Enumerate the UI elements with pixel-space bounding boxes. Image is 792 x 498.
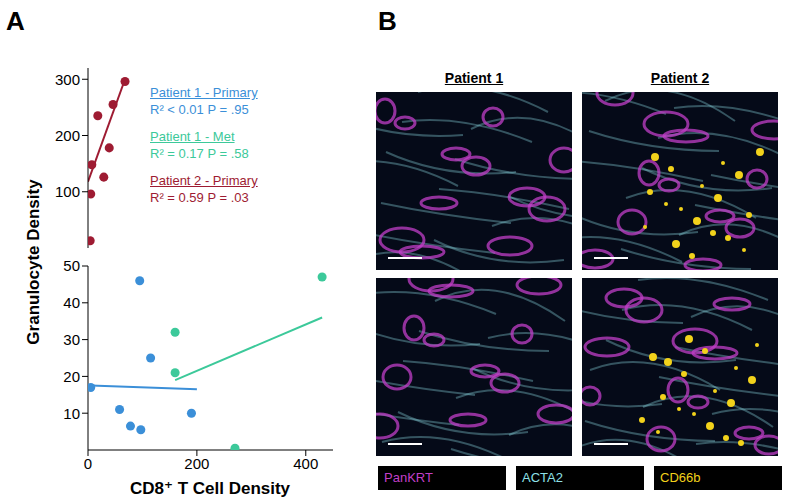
svg-text:300: 300 [55, 71, 80, 88]
html-text:CD8⁺ T Cell Density: CD8⁺ T Cell Density [129, 479, 291, 498]
html-text:Patient 1 - Met: Patient 1 - Met [150, 129, 235, 144]
svg-text:200: 200 [184, 455, 209, 472]
html-text:R² < 0.01 P = .95: R² < 0.01 P = .95 [150, 102, 249, 117]
html-text:Granulocyte Density: Granulocyte Density [24, 179, 43, 345]
svg-text:40: 40 [63, 294, 80, 311]
html-text:Patient 2: Patient 2 [650, 70, 710, 86]
svg-text:100: 100 [55, 183, 80, 200]
svg-text:20: 20 [63, 368, 80, 385]
html-text:A: A [6, 6, 25, 36]
html-text:B: B [378, 6, 397, 36]
html-text:R² = 0.59 P = .03: R² = 0.59 P = .03 [150, 190, 249, 205]
svg-text:0: 0 [84, 455, 92, 472]
svg-text:50: 50 [63, 258, 80, 274]
html-text:Patient 2 - Primary: Patient 2 - Primary [150, 173, 258, 188]
svg-text:30: 30 [63, 331, 80, 348]
html-text:ACTA2: ACTA2 [522, 470, 563, 485]
svg-text:10: 10 [63, 405, 80, 422]
html-text:PanKRT: PanKRT [384, 470, 433, 485]
html-text:Patient 1 - Primary: Patient 1 - Primary [150, 85, 258, 100]
svg-text:200: 200 [55, 127, 80, 144]
svg-text:400: 400 [293, 455, 318, 472]
html-text:Patient 1: Patient 1 [444, 70, 504, 86]
html-text:CD66b: CD66b [660, 470, 701, 485]
html-text:R² = 0.17 P = .58: R² = 0.17 P = .58 [150, 146, 249, 161]
